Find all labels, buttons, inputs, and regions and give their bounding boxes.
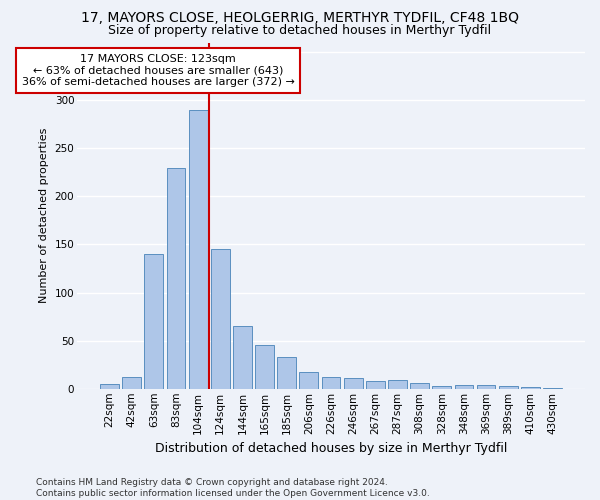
Bar (476, 385, 496, 389)
Bar (277, 357, 296, 389)
Bar (388, 380, 407, 389)
Bar (233, 326, 252, 389)
Bar (145, 254, 163, 389)
Bar (433, 386, 451, 389)
Y-axis label: Number of detached properties: Number of detached properties (39, 128, 49, 304)
Bar (344, 378, 362, 389)
Text: 17 MAYORS CLOSE: 123sqm
← 63% of detached houses are smaller (643)
36% of semi-d: 17 MAYORS CLOSE: 123sqm ← 63% of detache… (22, 54, 295, 87)
Bar (100, 384, 119, 389)
Bar (410, 383, 429, 389)
X-axis label: Distribution of detached houses by size in Merthyr Tydfil: Distribution of detached houses by size … (155, 442, 507, 455)
Text: 17, MAYORS CLOSE, HEOLGERRIG, MERTHYR TYDFIL, CF48 1BQ: 17, MAYORS CLOSE, HEOLGERRIG, MERTHYR TY… (81, 11, 519, 25)
Bar (499, 386, 518, 389)
Bar (299, 372, 319, 389)
Bar (322, 377, 340, 389)
Bar (189, 110, 208, 389)
Bar (255, 346, 274, 389)
Bar (455, 385, 473, 389)
Text: Contains HM Land Registry data © Crown copyright and database right 2024.
Contai: Contains HM Land Registry data © Crown c… (36, 478, 430, 498)
Bar (211, 250, 230, 389)
Text: Size of property relative to detached houses in Merthyr Tydfil: Size of property relative to detached ho… (109, 24, 491, 37)
Bar (366, 381, 385, 389)
Bar (521, 387, 540, 389)
Bar (167, 168, 185, 389)
Bar (543, 388, 562, 389)
Bar (122, 377, 141, 389)
